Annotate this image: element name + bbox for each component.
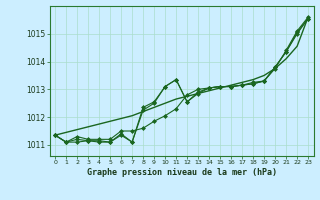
X-axis label: Graphe pression niveau de la mer (hPa): Graphe pression niveau de la mer (hPa) (87, 168, 276, 177)
